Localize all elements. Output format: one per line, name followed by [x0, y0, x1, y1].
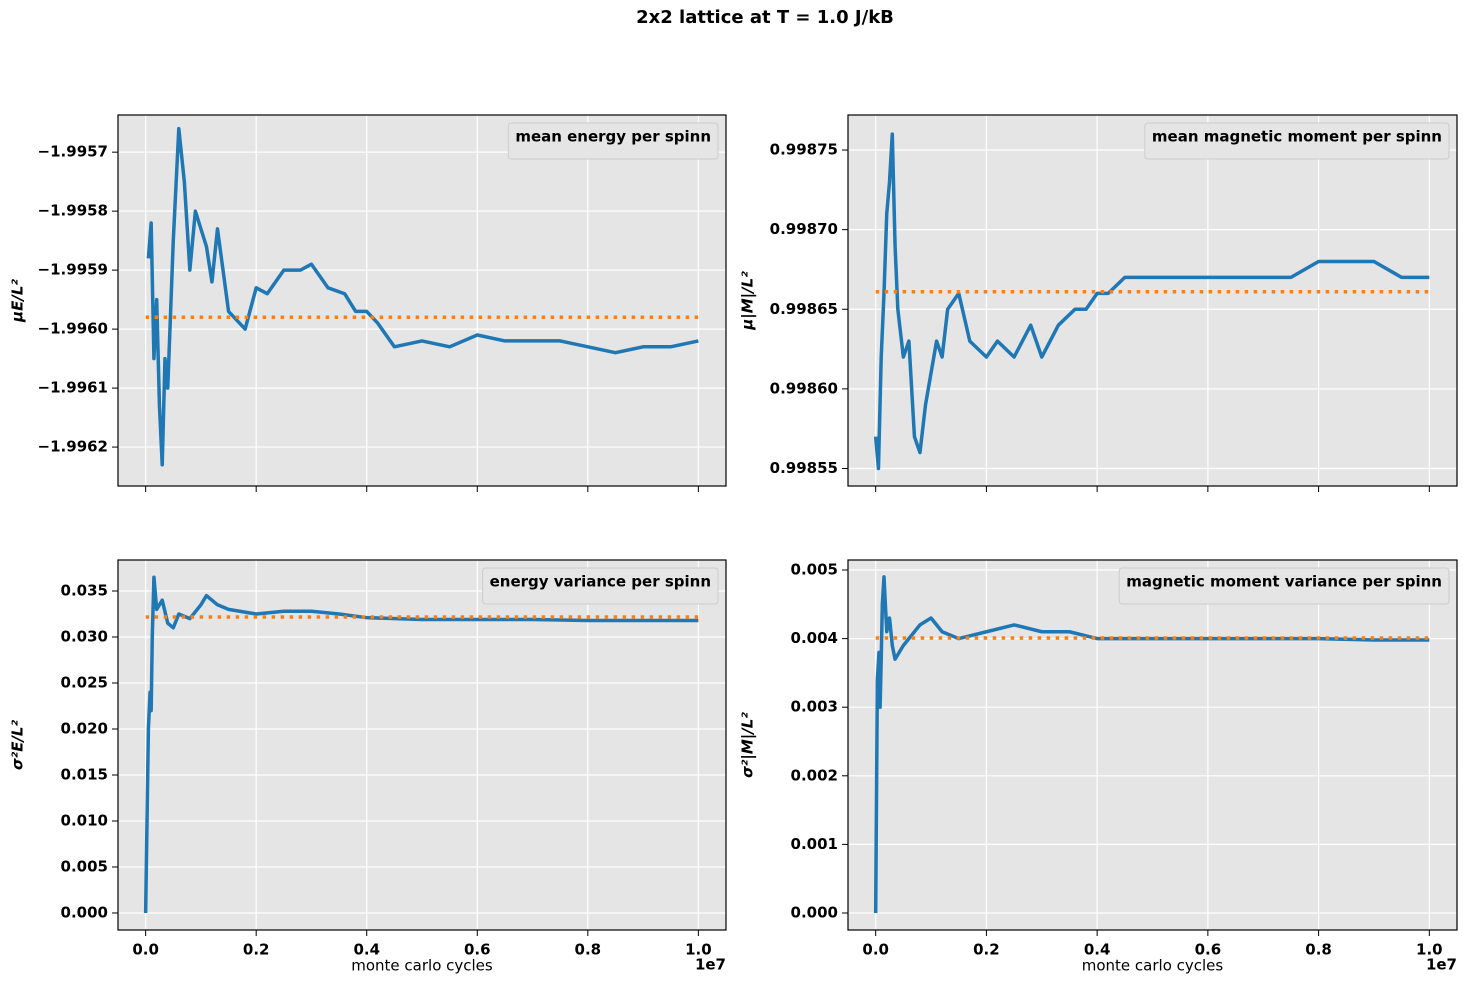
y-tick-label: −1.9960 — [38, 320, 108, 338]
x-tick-label: 0.2 — [973, 941, 1000, 959]
y-tick-label: 0.025 — [61, 673, 108, 691]
y-tick-label: 0.99860 — [770, 379, 838, 397]
x-tick-label: 0.4 — [1084, 941, 1111, 959]
y-tick-label: 0.010 — [61, 811, 108, 829]
y-tick-label: 0.001 — [791, 835, 838, 853]
legend: magnetic moment variance per spinn — [1118, 567, 1450, 605]
data-line — [873, 575, 1430, 914]
x-tick-label: 0.0 — [132, 941, 159, 959]
data-line — [143, 575, 699, 914]
x-axis-label: monte carlo cycles — [351, 957, 493, 975]
y-tick-label: −1.9962 — [38, 438, 108, 456]
legend: energy variance per spinn — [482, 567, 719, 605]
legend-label: mean energy per spinn — [515, 128, 711, 146]
y-tick-label: −1.9961 — [38, 379, 108, 397]
legend-label: magnetic moment variance per spinn — [1126, 573, 1442, 591]
y-axis-label: μE/L² — [9, 279, 27, 323]
y-tick-label: 0.005 — [791, 561, 838, 579]
y-tick-label: 0.015 — [61, 765, 108, 783]
x-tick-label: 0.0 — [862, 941, 889, 959]
y-tick-label: −1.9957 — [38, 143, 108, 161]
data-line — [873, 132, 1430, 471]
y-tick-label: 0.99875 — [770, 141, 838, 159]
y-tick-label: −1.9958 — [38, 202, 108, 220]
legend-box — [507, 122, 719, 160]
x-tick-label: 0.6 — [1195, 941, 1222, 959]
y-tick-label: 0.003 — [791, 698, 838, 716]
legend: mean energy per spinn — [507, 122, 719, 160]
y-tick-label: 0.030 — [61, 627, 108, 645]
y-tick-label: 0.99855 — [770, 459, 838, 477]
y-tick-label: 0.99865 — [770, 300, 838, 318]
x-tick-label: 0.6 — [464, 941, 491, 959]
y-tick-label: 0.004 — [791, 629, 838, 647]
y-axis-label: σ²|M|/L² — [739, 712, 758, 778]
y-tick-label: 0.035 — [61, 582, 108, 600]
y-tick-label: 0.99870 — [770, 220, 838, 238]
plot-area — [848, 560, 1457, 930]
legend-box — [1144, 122, 1450, 160]
x-tick-label: 1.0 — [685, 941, 712, 959]
x-tick-label: 0.8 — [1305, 941, 1332, 959]
axes-frame — [847, 559, 1458, 931]
x-offset-label: 1e7 — [695, 956, 726, 974]
x-tick-label: 1.0 — [1416, 941, 1443, 959]
x-tick-label: 0.8 — [575, 941, 602, 959]
x-tick-label: 0.2 — [243, 941, 270, 959]
x-offset-label: 1e7 — [1426, 956, 1457, 974]
x-tick-label: 0.4 — [353, 941, 380, 959]
legend-box — [482, 567, 719, 605]
y-tick-label: 0.000 — [791, 903, 838, 921]
y-tick-label: −1.9959 — [38, 261, 108, 279]
y-tick-label: 0.000 — [61, 903, 108, 921]
y-axis-label: σ²E/L² — [9, 720, 27, 771]
y-tick-label: 0.005 — [61, 857, 108, 875]
y-tick-label: 0.020 — [61, 719, 108, 737]
legend: mean magnetic moment per spinn — [1144, 122, 1450, 160]
plot-area — [848, 115, 1457, 486]
y-axis-label: μ|M|/L² — [739, 271, 758, 331]
axes-frame — [117, 114, 727, 487]
data-line — [146, 126, 699, 467]
x-axis-label: monte carlo cycles — [1082, 957, 1224, 975]
figure-title: 2x2 lattice at T = 1.0 J/kB — [636, 7, 894, 28]
legend-label: energy variance per spinn — [490, 573, 711, 591]
legend-label: mean magnetic moment per spinn — [1152, 128, 1442, 146]
y-tick-label: 0.002 — [791, 766, 838, 784]
axes-frame — [117, 559, 727, 931]
plot-area — [118, 115, 726, 486]
axes-frame — [847, 114, 1458, 487]
legend-box — [1118, 567, 1450, 605]
